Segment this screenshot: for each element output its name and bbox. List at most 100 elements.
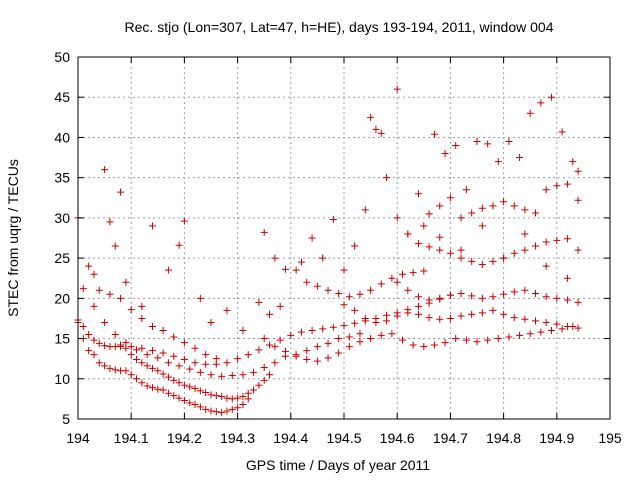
- data-point: [85, 331, 93, 339]
- data-point: [441, 150, 449, 158]
- data-point: [170, 352, 178, 360]
- data-point: [345, 293, 353, 301]
- data-point: [106, 364, 114, 372]
- x-tick-label: 194.6: [380, 430, 415, 446]
- data-point: [521, 246, 529, 254]
- data-point: [250, 368, 258, 376]
- data-point: [223, 359, 231, 367]
- data-point: [574, 167, 582, 175]
- data-point: [542, 186, 550, 194]
- data-point: [500, 310, 508, 318]
- data-point: [430, 341, 438, 349]
- data-point: [367, 335, 375, 343]
- data-point: [180, 217, 188, 225]
- data-point: [547, 327, 555, 335]
- data-point: [367, 113, 375, 121]
- data-point: [164, 359, 172, 367]
- data-point: [170, 376, 178, 384]
- data-point: [234, 404, 242, 412]
- data-point: [468, 310, 476, 318]
- data-point: [85, 347, 93, 355]
- data-point: [276, 302, 284, 310]
- x-axis-label: GPS time / Days of year 2011: [246, 457, 430, 473]
- data-point: [574, 324, 582, 332]
- data-point: [462, 186, 470, 194]
- data-point: [377, 129, 385, 137]
- x-tick-label: 194.7: [433, 430, 468, 446]
- data-point: [553, 320, 561, 328]
- data-point: [101, 318, 109, 326]
- data-point: [457, 312, 465, 320]
- data-point: [101, 166, 109, 174]
- data-point: [95, 286, 103, 294]
- data-point: [521, 206, 529, 214]
- data-point: [436, 202, 444, 210]
- data-point: [297, 258, 305, 266]
- data-point: [244, 351, 252, 359]
- data-point: [537, 99, 545, 107]
- data-point: [148, 384, 156, 392]
- data-point: [335, 290, 343, 298]
- data-point: [266, 371, 274, 379]
- data-point: [303, 347, 311, 355]
- data-point: [351, 242, 359, 250]
- data-point: [180, 396, 188, 404]
- data-point: [143, 362, 151, 370]
- data-point: [212, 392, 220, 400]
- data-point: [255, 346, 263, 354]
- data-point: [212, 355, 220, 363]
- data-point: [122, 339, 130, 347]
- y-tick-label: 25: [54, 250, 70, 266]
- data-point: [90, 336, 98, 344]
- data-points: [74, 85, 582, 417]
- data-point: [319, 254, 327, 262]
- data-point: [271, 359, 279, 367]
- data-point: [148, 364, 156, 372]
- data-point: [372, 318, 380, 326]
- data-point: [202, 360, 210, 368]
- data-point: [329, 215, 337, 223]
- x-tick-label: 194: [66, 430, 90, 446]
- data-point: [446, 249, 454, 257]
- data-point: [388, 330, 396, 338]
- data-point: [313, 357, 321, 365]
- data-point: [335, 349, 343, 357]
- data-point: [260, 364, 268, 372]
- data-point: [484, 336, 492, 344]
- data-point: [148, 347, 156, 355]
- data-point: [127, 306, 135, 314]
- data-point: [164, 389, 172, 397]
- data-point: [569, 158, 577, 166]
- data-point: [175, 362, 183, 370]
- data-point: [414, 190, 422, 198]
- data-point: [106, 218, 114, 226]
- data-point: [202, 388, 210, 396]
- data-point: [266, 310, 274, 318]
- data-point: [489, 293, 497, 301]
- data-point: [90, 270, 98, 278]
- data-point: [420, 343, 428, 351]
- data-point: [510, 202, 518, 210]
- data-point: [324, 339, 332, 347]
- data-point: [271, 254, 279, 262]
- data-point: [393, 214, 401, 222]
- data-point: [457, 214, 465, 222]
- chart-title: Rec. stjo (Lon=307, Lat=47, h=HE), days …: [125, 19, 554, 35]
- data-point: [420, 222, 428, 230]
- data-point: [457, 246, 465, 254]
- data-point: [122, 367, 130, 375]
- data-point: [383, 317, 391, 325]
- data-point: [308, 234, 316, 242]
- data-point: [287, 331, 295, 339]
- data-point: [239, 401, 247, 409]
- data-point: [425, 243, 433, 251]
- data-point: [90, 302, 98, 310]
- data-point: [532, 317, 540, 325]
- data-point: [478, 309, 486, 317]
- x-tick-label: 194.5: [326, 430, 361, 446]
- data-point: [95, 359, 103, 367]
- data-point: [377, 280, 385, 288]
- data-point: [351, 306, 359, 314]
- x-tick-label: 194.3: [220, 430, 255, 446]
- data-point: [516, 154, 524, 162]
